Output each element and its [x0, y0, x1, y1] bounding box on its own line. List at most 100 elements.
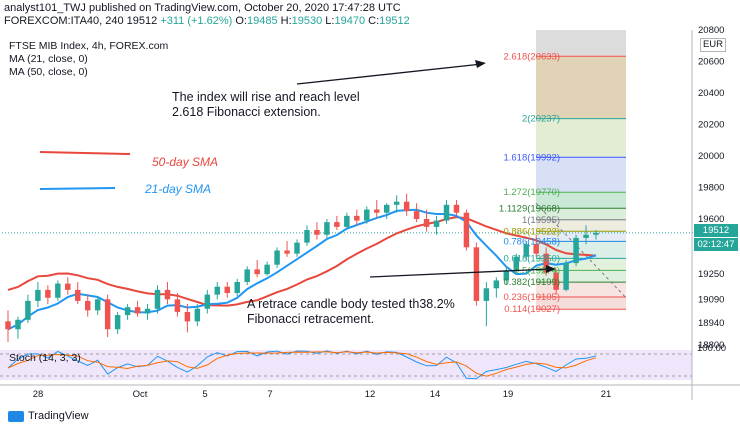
tradingview-name: TradingView [28, 410, 89, 422]
symbol-header: FOREXCOM:ITA40, 240 19512 +311 (+1.62%) … [4, 15, 410, 27]
candle-body [204, 294, 211, 309]
fib-band [536, 270, 626, 283]
x-tick-label: 14 [430, 389, 441, 400]
candle-body [443, 204, 450, 221]
candle-body [75, 289, 81, 301]
candle-body [433, 220, 440, 227]
candle-body [294, 242, 300, 254]
candle-body [503, 270, 510, 281]
close-label: C: [368, 15, 380, 27]
sma21-sample-line [39, 187, 116, 190]
change: +311 (+1.62%) [160, 15, 233, 27]
stoch-axis-top: 100.00 [697, 343, 727, 354]
candle-body [364, 209, 370, 221]
ma50-legend[interactable]: MA (50, close, 0) [9, 66, 88, 78]
retrace-line-1: A retrace candle body tested th38.2% [247, 297, 455, 311]
rise-arrow-head [475, 60, 486, 68]
ma21-legend[interactable]: MA (21, close, 0) [9, 53, 88, 65]
candle-body [463, 212, 470, 248]
sma50-line [7, 216, 597, 307]
candle-body [383, 204, 390, 213]
candle-body [94, 299, 101, 311]
candle-body [254, 269, 260, 275]
candle-body [84, 300, 91, 311]
candle-body [25, 300, 31, 320]
sma50-sample-line [39, 151, 131, 155]
fib-band [536, 208, 626, 220]
current-price-tag: 19512 [694, 224, 738, 237]
candle-body [164, 289, 171, 300]
x-tick-label: 21 [601, 389, 612, 400]
candle-body [5, 321, 11, 330]
candle-body [344, 215, 350, 227]
candle-body [453, 204, 460, 213]
candle-body [264, 264, 270, 275]
candle-body [124, 307, 131, 316]
candle-body [393, 201, 400, 205]
fibonacci-zone [535, 30, 627, 310]
sma21-label: 21-day SMA [145, 182, 212, 196]
fib-label: 2.618(20633) [503, 51, 560, 62]
fib-label: 2(20237) [522, 114, 560, 125]
y-tick-label: 19250 [698, 269, 724, 280]
stoch-legend[interactable]: Stoch (14, 3, 3) [9, 352, 81, 364]
candle-body [304, 230, 310, 243]
fib-label: 0.786(19458) [503, 236, 560, 247]
x-tick-label: 28 [33, 389, 44, 400]
open-label: O: [235, 15, 247, 27]
candle-body [413, 211, 420, 219]
fib-label: 0.618(19350) [503, 253, 560, 264]
stoch-k-line [7, 350, 597, 380]
candle-body [214, 286, 221, 295]
high-value: 19530 [291, 15, 323, 27]
fib-label: 0.886(19522) [503, 226, 560, 237]
candle-body [374, 209, 380, 213]
y-tick-label: 18940 [698, 318, 724, 329]
candle-body [423, 219, 430, 227]
fib-band [536, 118, 626, 158]
candle-body [563, 263, 569, 290]
candle-body [65, 283, 71, 290]
candle-body [483, 288, 490, 301]
low-value: 19470 [334, 15, 366, 27]
x-tick-label: Oct [133, 389, 148, 400]
y-tick-label: 19090 [698, 294, 724, 305]
tradingview-logo-icon [8, 410, 24, 422]
rise-line-1: The index will rise and reach level [172, 90, 360, 104]
candlesticks [5, 193, 599, 342]
candle-body [154, 289, 161, 309]
fib-label: 0.382(19199) [503, 277, 560, 288]
close-value: 19512 [379, 15, 410, 27]
sma50-label: 50-day SMA [152, 155, 219, 169]
high-label: H: [280, 15, 292, 27]
symbol: FOREXCOM:ITA40, 240 [4, 15, 124, 27]
retrace-arrow-line [369, 268, 551, 278]
currency-selector[interactable]: EUR [700, 38, 726, 52]
publish-line: analyst101_TWJ published on TradingView.… [4, 2, 401, 14]
candle-body [55, 283, 61, 298]
fib-label: 1.1129(19668) [499, 203, 560, 214]
fib-label: 1.618(19992) [503, 152, 560, 163]
fib-band [536, 296, 626, 310]
candle-body [583, 234, 589, 238]
annotation-arrows [296, 60, 556, 278]
fib-band [536, 258, 626, 271]
fibonacci-labels: 2.618(20633) 2(20237) 1.618(19992) 1.272(19… [499, 51, 560, 315]
low-label: L: [325, 15, 335, 27]
stoch-d-line [7, 351, 597, 377]
candle-body [174, 299, 181, 312]
candle-body [473, 247, 480, 301]
y-tick-label: 18800 [698, 340, 724, 351]
retrace-annotation: A retrace candle body tested th38.2% Fib… [247, 297, 455, 327]
candle-body [593, 232, 599, 235]
fib-label: 1(19595) [522, 215, 560, 226]
retrace-line-2: Fibonacci retracement. [247, 312, 375, 326]
tradingview-brand[interactable]: TradingView [8, 410, 89, 422]
candle-body [314, 230, 320, 235]
x-tick-label: 12 [365, 389, 376, 400]
chart-title: FTSE MIB Index, 4h, FOREX.com [9, 40, 169, 52]
candle-body [134, 307, 141, 314]
fib-band [536, 157, 626, 193]
rise-arrow-line [296, 63, 483, 85]
